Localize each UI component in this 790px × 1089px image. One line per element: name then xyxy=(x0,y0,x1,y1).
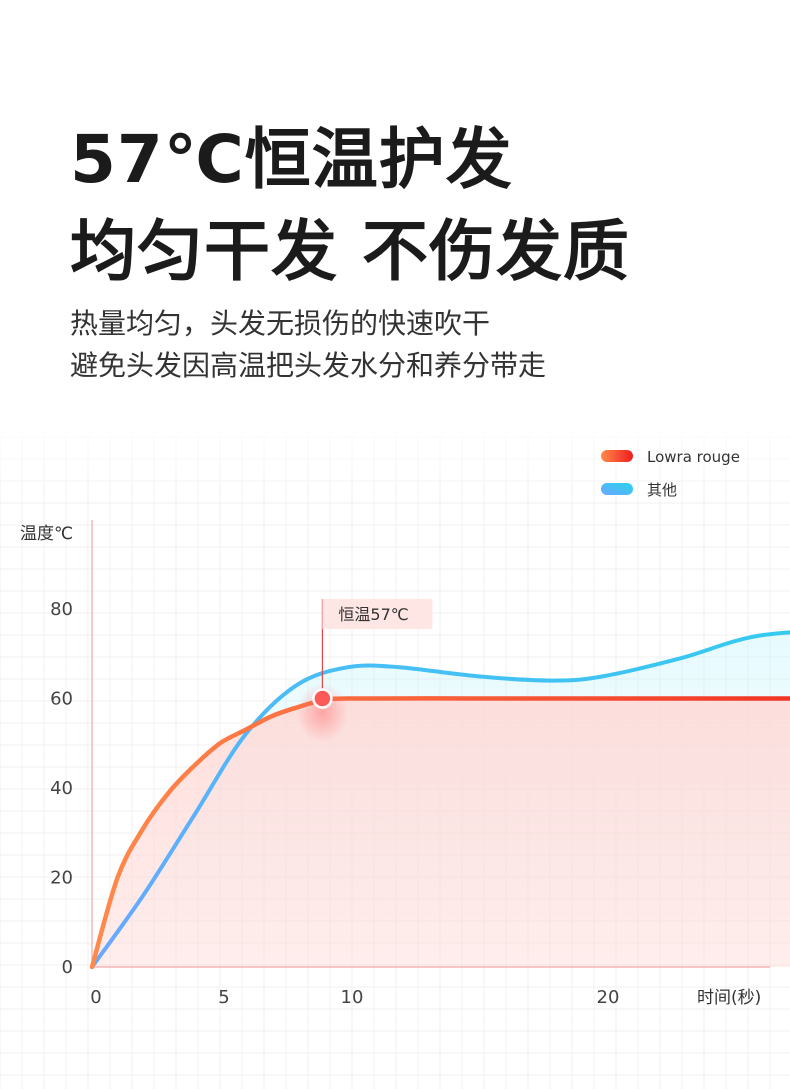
y-tick-label: 40 xyxy=(50,778,73,799)
y-tick-label: 0 xyxy=(62,957,73,978)
annotation-dot xyxy=(312,688,333,709)
headline-line-2: 均匀干发 不伤发质 xyxy=(70,213,630,290)
x-axis-title: 时间(秒) xyxy=(697,988,761,1008)
x-tick-label: 20 xyxy=(597,987,620,1008)
legend-label-other: 其他 xyxy=(647,481,677,499)
legend-label-lowra: Lowra rouge xyxy=(647,448,740,466)
legend-swatch-other xyxy=(601,483,633,495)
y-tick-label: 20 xyxy=(50,868,73,889)
y-tick-label: 60 xyxy=(50,689,73,710)
subtitle-line-1: 热量均匀，头发无损伤的快速吹干 xyxy=(70,307,491,340)
y-tick-label: 80 xyxy=(50,599,73,620)
y-axis-title: 温度℃ xyxy=(20,524,73,544)
subtitle-line-2: 避免头发因高温把头发水分和养分带走 xyxy=(70,349,547,382)
annotation-label: 恒温57℃ xyxy=(338,605,408,624)
annotation-glow xyxy=(296,682,349,743)
x-tick-label: 5 xyxy=(218,987,229,1008)
series-line-other xyxy=(90,630,790,969)
headline-line-1: 57℃恒温护发 xyxy=(70,121,513,198)
legend-swatch-lowra xyxy=(601,450,633,462)
annotation-box xyxy=(322,599,433,629)
x-tick-label: 10 xyxy=(341,987,364,1008)
series-fill-lowra xyxy=(92,698,790,967)
x-tick-label: 0 xyxy=(90,987,101,1008)
